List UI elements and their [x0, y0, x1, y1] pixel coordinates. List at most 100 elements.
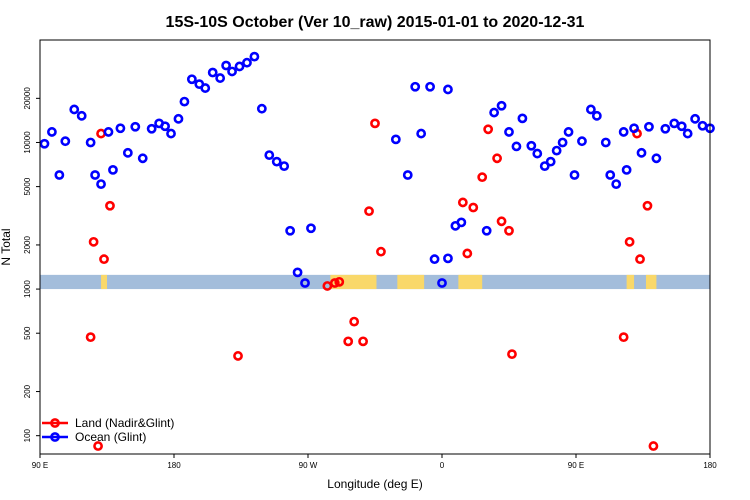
- ocean-point: [69, 104, 80, 115]
- ocean-point: [256, 103, 267, 114]
- x-tick-label: 90 W: [299, 461, 318, 470]
- ocean-point: [186, 74, 197, 85]
- y-tick-label: 10000: [23, 131, 32, 154]
- map-land-span: [458, 274, 483, 290]
- ocean-point: [96, 179, 106, 190]
- ocean-point: [437, 278, 447, 288]
- ocean-point: [539, 161, 550, 171]
- ocean-point: [456, 217, 467, 228]
- land-point: [618, 332, 629, 343]
- ocean-point: [611, 179, 622, 190]
- ocean-point: [166, 128, 176, 139]
- ocean-point: [489, 107, 500, 118]
- ocean-point: [215, 73, 226, 83]
- ocean-point: [249, 51, 260, 62]
- land-point: [99, 254, 109, 265]
- ocean-point: [532, 148, 543, 159]
- y-tick-label: 1000: [23, 280, 32, 298]
- ocean-point: [563, 127, 574, 137]
- legend-marker: [50, 432, 60, 442]
- map-strip: [40, 274, 710, 290]
- ocean-point: [511, 141, 522, 152]
- land-point: [358, 336, 368, 347]
- ocean-point: [600, 137, 611, 148]
- chart-title: 15S-10S October (Ver 10_raw) 2015-01-01 …: [166, 14, 585, 31]
- ocean-point: [160, 121, 170, 132]
- land-point: [624, 236, 635, 247]
- map-land-span: [626, 274, 635, 290]
- land-point: [343, 336, 354, 347]
- land-point: [93, 441, 103, 451]
- ocean-point: [146, 123, 157, 134]
- land-point: [233, 351, 243, 361]
- land-point: [457, 197, 468, 208]
- ocean-point: [697, 120, 708, 131]
- ocean-point: [292, 267, 303, 278]
- land-point: [477, 172, 488, 183]
- ocean-point: [279, 161, 290, 171]
- ocean-point: [130, 121, 141, 132]
- ocean-point: [504, 127, 514, 137]
- ocean-point: [577, 136, 587, 147]
- ocean-point: [234, 61, 245, 72]
- ocean-point: [103, 127, 114, 137]
- land-point: [349, 316, 360, 327]
- y-tick-label: 20000: [23, 87, 32, 110]
- ocean-point: [629, 123, 639, 134]
- y-tick-label: 200: [23, 384, 32, 398]
- ocean-point: [76, 110, 87, 121]
- x-tick-label: 0: [440, 461, 445, 470]
- y-tick-label: 100: [23, 428, 32, 442]
- legend-label: Ocean (Glint): [75, 430, 146, 444]
- ocean-point: [443, 253, 453, 264]
- ocean-point: [306, 223, 316, 234]
- plot-frame: [39, 39, 711, 455]
- ocean-point: [410, 81, 421, 92]
- land-point: [364, 206, 374, 217]
- land-point: [105, 200, 115, 211]
- x-tick-label: 90 E: [568, 461, 584, 470]
- x-axis-label: Longitude (deg E): [327, 477, 422, 491]
- ocean-point: [416, 128, 427, 139]
- y-tick-label: 2000: [23, 235, 32, 253]
- x-tick-label: 180: [167, 461, 181, 470]
- ocean-point: [242, 57, 252, 68]
- ocean-point: [690, 113, 701, 124]
- ocean-point: [618, 127, 629, 137]
- ocean-point: [545, 156, 556, 167]
- land-point: [376, 246, 386, 257]
- ocean-point: [526, 140, 537, 151]
- map-land-span: [101, 274, 107, 290]
- ocean-point: [207, 67, 218, 78]
- land-point: [483, 124, 494, 135]
- ocean-point: [90, 170, 100, 180]
- legend: Land (Nadir&Glint)Ocean (Glint): [42, 416, 174, 444]
- ocean-point: [621, 165, 632, 175]
- land-point: [492, 153, 502, 164]
- legend-marker: [50, 418, 60, 428]
- ocean-point: [636, 147, 647, 158]
- ocean-point: [402, 170, 413, 180]
- y-tick-label: 500: [23, 326, 32, 340]
- ocean-point: [60, 136, 71, 147]
- ocean-point: [300, 278, 310, 288]
- map-land-span: [645, 274, 657, 290]
- ocean-point: [676, 121, 687, 132]
- x-tick-label: 180: [703, 461, 717, 470]
- land-point: [507, 349, 517, 360]
- y-tick-label: 5000: [23, 177, 32, 195]
- ocean-point: [517, 113, 528, 124]
- ocean-point: [557, 137, 568, 148]
- ocean-point: [605, 170, 616, 180]
- ocean-point: [682, 128, 693, 139]
- map-land-span: [397, 274, 425, 290]
- ocean-point: [271, 156, 282, 167]
- land-point: [334, 276, 345, 287]
- data-points: [39, 51, 715, 451]
- land-point: [648, 441, 659, 451]
- land-point: [370, 118, 380, 129]
- land-point: [468, 202, 479, 213]
- legend-label: Land (Nadir&Glint): [75, 416, 174, 430]
- y-axis-label: N Total: [0, 228, 13, 265]
